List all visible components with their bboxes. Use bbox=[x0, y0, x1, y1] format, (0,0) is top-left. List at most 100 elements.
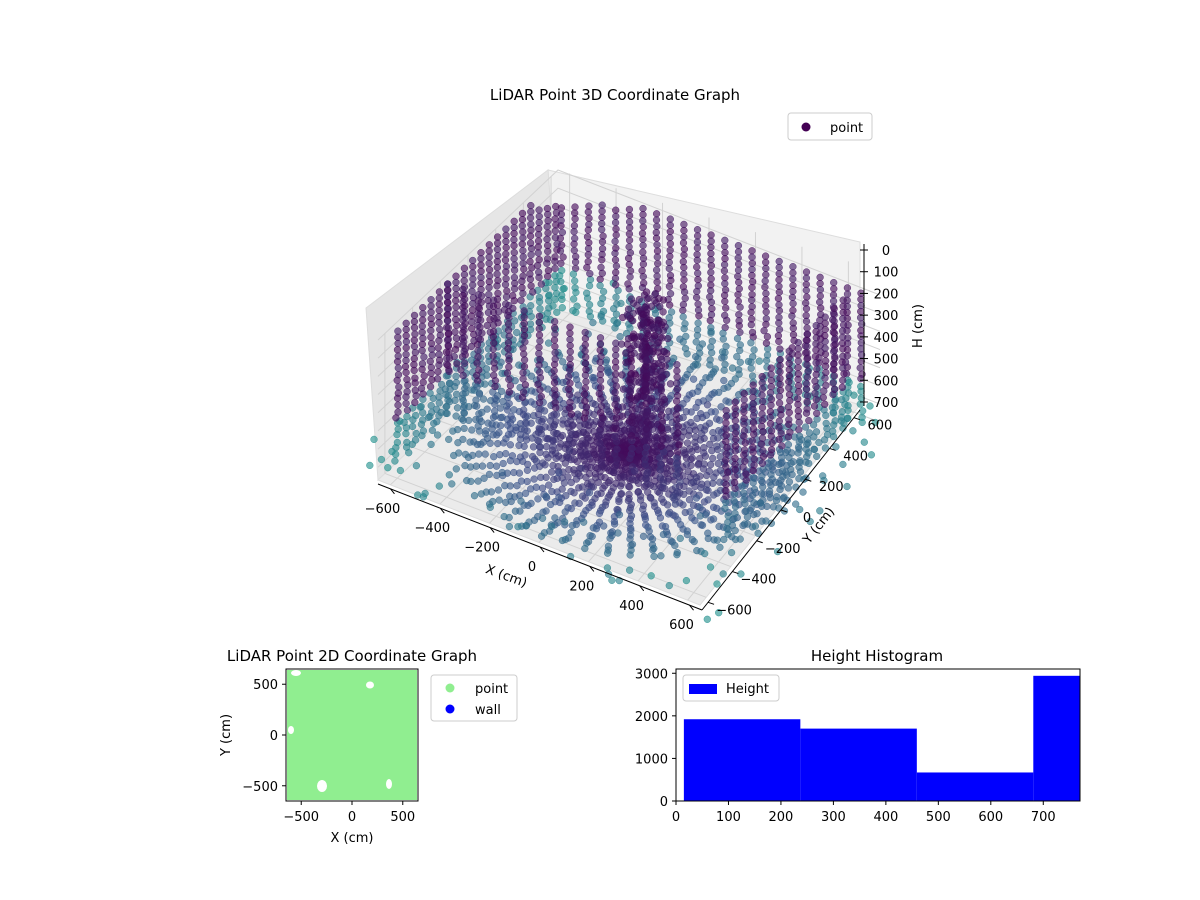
point-3d bbox=[535, 312, 544, 320]
point-3d bbox=[505, 399, 513, 408]
point-3d bbox=[628, 401, 636, 409]
point-3d bbox=[722, 463, 730, 471]
point-3d bbox=[748, 315, 756, 323]
point-3d bbox=[657, 411, 666, 419]
point-3d bbox=[801, 423, 810, 431]
point-3d bbox=[393, 438, 402, 447]
point-3d bbox=[627, 363, 635, 371]
point-3d bbox=[794, 395, 802, 403]
point-3d bbox=[728, 364, 737, 372]
point-3d bbox=[502, 231, 510, 239]
point-3d bbox=[410, 324, 419, 332]
point-3d bbox=[653, 272, 661, 280]
point-3d bbox=[766, 407, 775, 416]
point-3d bbox=[542, 492, 550, 501]
point-3d bbox=[443, 323, 451, 332]
point-3d bbox=[665, 581, 673, 590]
point-3d bbox=[688, 447, 696, 456]
point-3d bbox=[830, 347, 838, 356]
point-3d bbox=[666, 221, 674, 229]
point-3d bbox=[802, 280, 810, 289]
point-3d bbox=[577, 464, 585, 473]
point-3d bbox=[761, 252, 770, 260]
point-3d bbox=[595, 389, 603, 398]
point-3d bbox=[650, 552, 658, 561]
point-3d bbox=[443, 336, 452, 344]
point-3d bbox=[657, 386, 665, 395]
point-3d bbox=[565, 385, 573, 393]
point-3d bbox=[792, 483, 800, 491]
point-3d bbox=[735, 310, 743, 319]
point-3d bbox=[461, 461, 469, 470]
legend-2d-marker-point bbox=[445, 683, 455, 693]
point-3d bbox=[391, 457, 399, 465]
point-3d bbox=[831, 397, 839, 405]
point-3d bbox=[519, 253, 527, 261]
point-3d bbox=[626, 273, 634, 281]
point-3d bbox=[585, 282, 594, 290]
point-3d bbox=[598, 213, 606, 222]
point-3d bbox=[548, 522, 556, 531]
point-3d bbox=[558, 536, 567, 545]
point-3d bbox=[578, 492, 587, 500]
point-3d bbox=[614, 529, 622, 537]
point-3d bbox=[612, 268, 620, 277]
point-3d bbox=[679, 501, 687, 509]
point-3d bbox=[530, 464, 539, 472]
point-3d bbox=[572, 252, 580, 261]
point-3d bbox=[748, 303, 756, 311]
point-3d bbox=[685, 431, 693, 440]
point-3d bbox=[510, 236, 518, 244]
point-3d bbox=[775, 276, 783, 284]
point-3d bbox=[643, 418, 651, 426]
point-3d bbox=[557, 216, 565, 225]
point-3d bbox=[759, 446, 767, 455]
point-3d bbox=[477, 267, 485, 275]
chart-2d: LiDAR Point 2D Coordinate Graph −500 0 500… bbox=[219, 647, 518, 846]
point-3d bbox=[427, 333, 435, 341]
point-3d bbox=[599, 287, 608, 296]
point-3d bbox=[714, 445, 722, 454]
point-3d bbox=[546, 500, 555, 509]
point-3d bbox=[505, 308, 513, 316]
point-3d bbox=[402, 325, 410, 334]
point-3d bbox=[505, 314, 513, 322]
point-3d bbox=[638, 229, 647, 238]
point-3d bbox=[598, 219, 606, 228]
point-3d bbox=[817, 304, 825, 312]
point-3d bbox=[626, 551, 634, 559]
point-3d bbox=[766, 493, 774, 502]
point-3d bbox=[612, 225, 620, 233]
point-3d bbox=[722, 413, 730, 421]
point-3d bbox=[812, 428, 821, 436]
point-3d bbox=[597, 312, 605, 321]
point-3d bbox=[710, 473, 718, 481]
point-3d bbox=[767, 395, 776, 404]
point-3d bbox=[613, 319, 621, 328]
point-3d bbox=[489, 308, 498, 317]
point-3d bbox=[784, 440, 793, 449]
point-3d bbox=[537, 280, 545, 288]
point-3d bbox=[787, 465, 795, 474]
point-3d bbox=[519, 272, 527, 280]
point-3d bbox=[625, 483, 634, 491]
point-3d bbox=[628, 476, 637, 484]
point-3d bbox=[643, 406, 652, 414]
point-3d bbox=[721, 360, 729, 368]
point-3d bbox=[443, 354, 451, 362]
point-3d bbox=[550, 373, 558, 381]
point-3d bbox=[802, 311, 810, 320]
point-3d bbox=[645, 294, 653, 302]
point-3d bbox=[535, 398, 544, 407]
point-3d bbox=[736, 535, 744, 543]
point-3d bbox=[526, 239, 535, 247]
point-3d bbox=[680, 490, 688, 498]
point-3d bbox=[504, 320, 513, 328]
point-3d bbox=[585, 239, 593, 247]
point-3d bbox=[597, 458, 605, 466]
point-3d bbox=[802, 268, 811, 276]
point-3d bbox=[748, 265, 756, 274]
histogram-y-tick-label: 1000 bbox=[635, 752, 668, 767]
point-3d bbox=[551, 342, 559, 351]
point-3d bbox=[519, 246, 527, 255]
